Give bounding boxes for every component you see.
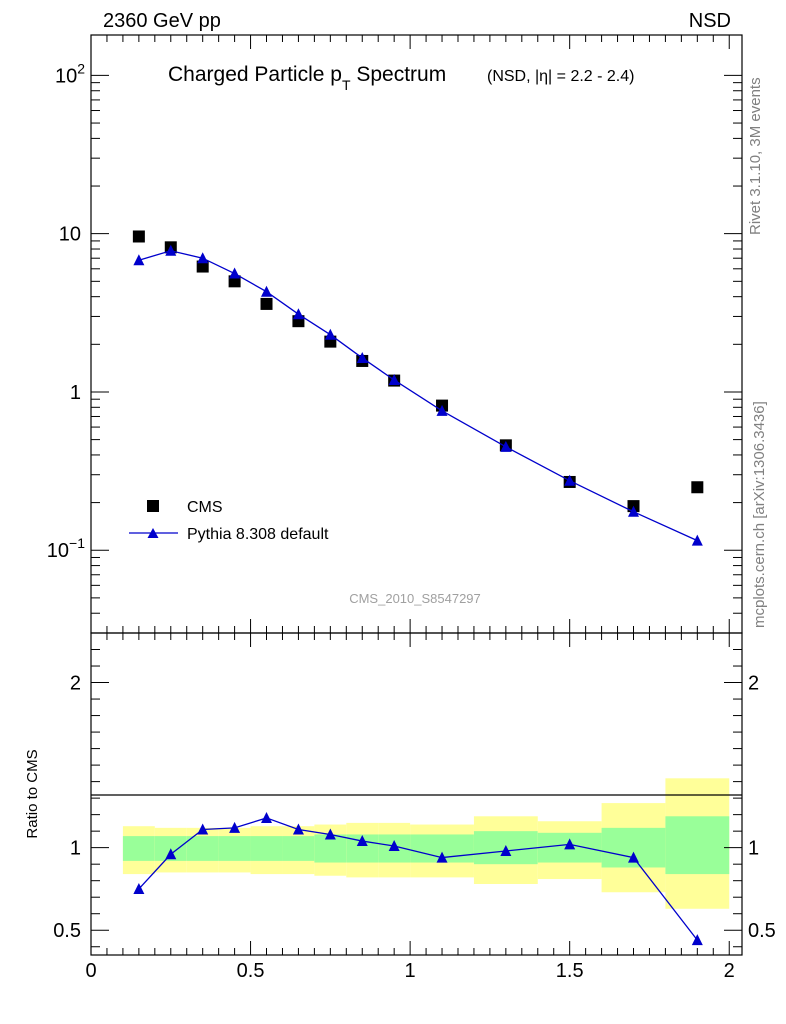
ratio-pythia-point [436,851,448,863]
ratio-band-inner [665,816,730,875]
ratio-band-inner [122,836,155,861]
pythia-point [261,285,273,297]
ratio-pythia-point [229,821,241,833]
energy-label: 2360 GeV pp [103,10,221,32]
ratio-pythia-point [356,835,368,847]
x-tick-label: 0 [85,960,96,982]
ratio-y-tick-label-right: 2 [748,673,759,695]
title-tail: Spectrum [351,63,447,86]
ratio-pythia-point [261,811,273,823]
pythia-point [197,252,209,264]
rivet-info-label: Rivet 3.1.10, 3M events [747,77,764,235]
source-url-label: mcplots.cern.ch [arXiv:1306.3436] [751,401,768,628]
plot-title-qualifier: (NSD, |η| = 2.2 - 2.4) [487,68,634,85]
pythia-point [229,267,241,279]
cms-data-point [132,230,145,243]
x-tick-labels: 0 0.5 1 1.5 2 [85,960,734,982]
pythia-point [165,244,177,256]
plot-title: Charged Particle pT Spectrum [168,63,446,93]
cms-data-point [691,481,704,494]
ratio-pythia-point [564,838,576,850]
pythia-point [628,505,639,517]
legend: CMS Pythia 8.308 default [129,499,329,543]
ratio-axis-ticks [90,633,742,955]
ratio-y-tick-label-right: 0.5 [748,920,776,942]
pythia-point [436,404,448,416]
ratio-pythia-point [133,882,145,894]
legend-pythia-marker [147,528,159,538]
cms-data-point [260,297,273,310]
ratio-y-tick-label-left: 2 [70,673,81,695]
cms-data-point [196,260,209,273]
pythia-point [356,351,368,363]
pythia-point [691,534,703,546]
ratio-band-inner [218,836,251,861]
ratio-band-inner [282,836,315,861]
pythia-point [564,474,576,486]
x-tick-label: 1 [405,960,416,982]
ratio-pythia-line [138,817,698,941]
pythia-point [133,254,145,266]
pythia-point [388,374,400,386]
x-tick-label: 2 [724,960,735,982]
ratio-pythia-point [500,844,512,856]
process-label: NSD [689,10,731,32]
ratio-y-tick-label-left: 1 [70,838,81,860]
ratio-pythia-point [324,828,336,840]
pythia-point [292,308,304,320]
analysis-watermark: CMS_2010_S8547297 [349,591,481,606]
ratio-panel: 0.5 0.51 12 2 0 0.5 1 1.5 2 Ratio to CMS [24,632,776,982]
pythia-point [324,328,336,340]
main-plot-frame [90,34,743,634]
x-tick-label: 1.5 [556,960,584,982]
main-y-tick-label: 102 [55,60,85,87]
main-y-tick-labels: 102 10 1 10−1 [47,60,85,562]
ratio-y-axis-label: Ratio to CMS [24,749,41,838]
title-main: Charged Particle p [168,63,342,86]
legend-cms-marker [147,500,159,512]
ratio-y-tick-labels: 0.5 0.5 1 1 2 2 [53,673,776,943]
ratio-y-tick-label-right: 1 [748,838,759,860]
ratio-pythia-point [388,840,400,852]
legend-cms-label: CMS [187,499,223,516]
main-y-tick-label: 10−1 [47,535,85,562]
ratio-plot-frame [90,632,743,956]
ratio-y-tick-label-left: 0.5 [53,920,81,942]
main-y-tick-label: 10 [59,224,81,246]
x-tick-label: 0.5 [237,960,265,982]
main-y-tick-label: 1 [70,382,81,404]
title-subscript: T [342,77,351,93]
legend-pythia-label: Pythia 8.308 default [187,526,329,543]
main-axis-ticks [90,35,742,634]
pythia-point [500,440,512,452]
pythia-line [138,250,698,542]
ratio-pythia-point [165,848,177,860]
ratio-pythia-point [292,823,304,835]
ratio-pythia-point [628,851,639,863]
ratio-pythia-point [197,823,209,835]
ratio-pythia-point [691,934,703,946]
ratio-band-inner [250,836,283,861]
ratio-band-inner [186,836,219,861]
